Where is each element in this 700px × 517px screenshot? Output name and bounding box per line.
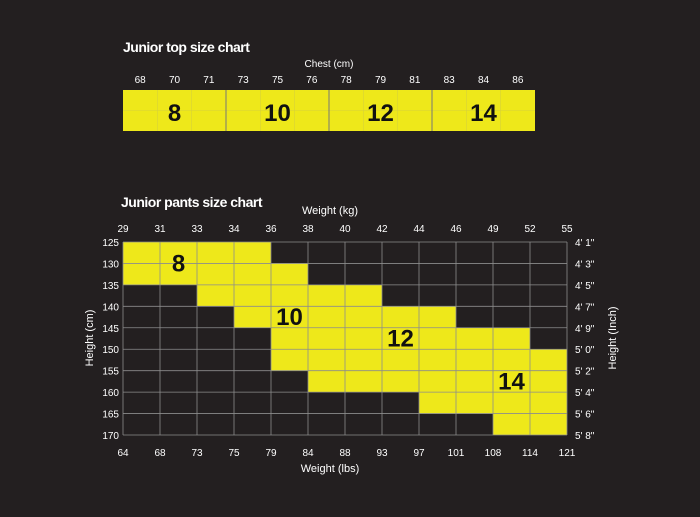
weight-lbs-tick-label: 68 [154,448,166,459]
weight-lbs-tick-label: 73 [191,448,203,459]
height-cm-tick-label: 145 [102,324,119,335]
pants-chart-title: Junior pants size chart [121,194,263,210]
size-label-8: 8 [168,100,181,127]
weight-kg-tick-label: 52 [524,224,536,235]
height-cm-tick-label: 170 [102,431,119,442]
height-inch-tick-label: 5' 8" [575,431,595,442]
height-inch-tick-label: 4' 1" [575,238,595,249]
weight-lbs-tick-label: 93 [376,448,388,459]
chest-tick-label: 79 [375,75,387,86]
weight-lbs-tick-label: 64 [117,448,129,459]
height-inch-tick-label: 4' 5" [575,281,595,292]
weight-kg-tick-label: 55 [561,224,573,235]
height-inch-tick-label: 5' 6" [575,410,595,421]
chest-tick-label: 73 [238,75,250,86]
weight-lbs-tick-label: 84 [302,448,314,459]
chest-tick-label: 78 [341,75,353,86]
weight-kg-axis-label: Weight (kg) [302,205,358,217]
weight-lbs-tick-label: 79 [265,448,277,459]
chest-tick-label: 83 [444,75,456,86]
height-cm-tick-label: 125 [102,238,119,249]
weight-lbs-tick-label: 114 [522,448,538,459]
height-cm-tick-label: 150 [102,345,119,356]
pants-size-label-10: 10 [276,304,303,331]
weight-lbs-axis-label: Weight (lbs) [301,463,359,475]
size-region-row [308,370,567,393]
height-cm-axis-label: Height (cm) [84,310,96,367]
weight-kg-tick-label: 46 [450,224,462,235]
pants-size-label-14: 14 [498,368,525,395]
pants-size-label-12: 12 [387,326,414,353]
weight-kg-tick-label: 44 [413,224,425,235]
weight-kg-tick-label: 38 [302,224,314,235]
pants-size-label-8: 8 [172,250,185,277]
height-cm-tick-label: 135 [102,281,119,292]
weight-kg-tick-label: 29 [117,224,129,235]
chest-tick-label: 81 [409,75,421,86]
height-inch-tick-label: 5' 4" [575,388,595,399]
size-label-12: 12 [367,100,394,127]
weight-kg-tick-label: 40 [339,224,351,235]
weight-kg-tick-label: 34 [228,224,240,235]
top-chart-title: Junior top size chart [123,39,250,55]
size-region-row [123,263,308,285]
chest-tick-label: 68 [135,75,147,86]
size-label-14: 14 [470,100,497,127]
chest-tick-label: 75 [272,75,284,86]
chest-tick-label: 76 [306,75,318,86]
weight-kg-tick-label: 33 [191,224,203,235]
height-cm-tick-label: 155 [102,367,119,378]
chest-tick-label: 71 [203,75,215,86]
chest-tick-label: 70 [169,75,181,86]
weight-lbs-tick-label: 75 [228,448,240,459]
height-cm-tick-label: 165 [102,410,119,421]
weight-lbs-tick-label: 121 [559,448,576,459]
size-region-row [197,284,382,307]
chest-tick-label: 86 [512,75,524,86]
height-inch-tick-label: 5' 0" [575,345,595,356]
size-region-row [271,327,530,350]
height-inch-tick-label: 4' 9" [575,324,595,335]
chest-tick-label: 84 [478,75,490,86]
weight-lbs-tick-label: 101 [448,448,465,459]
height-cm-tick-label: 130 [102,259,119,270]
weight-lbs-tick-label: 108 [485,448,502,459]
weight-lbs-tick-label: 97 [413,448,425,459]
weight-kg-tick-label: 36 [265,224,277,235]
height-inch-tick-label: 4' 7" [575,302,595,313]
height-inch-tick-label: 5' 2" [575,367,595,378]
height-cm-tick-label: 140 [102,302,119,313]
size-label-10: 10 [264,100,291,127]
weight-lbs-tick-label: 88 [339,448,351,459]
weight-kg-tick-label: 49 [487,224,499,235]
height-inch-tick-label: 4' 3" [575,259,595,270]
height-inch-axis-label: Height (Inch) [607,307,619,370]
weight-kg-tick-label: 31 [154,224,166,235]
weight-kg-tick-label: 42 [376,224,388,235]
chest-axis-label: Chest (cm) [305,59,354,70]
height-cm-tick-label: 160 [102,388,119,399]
